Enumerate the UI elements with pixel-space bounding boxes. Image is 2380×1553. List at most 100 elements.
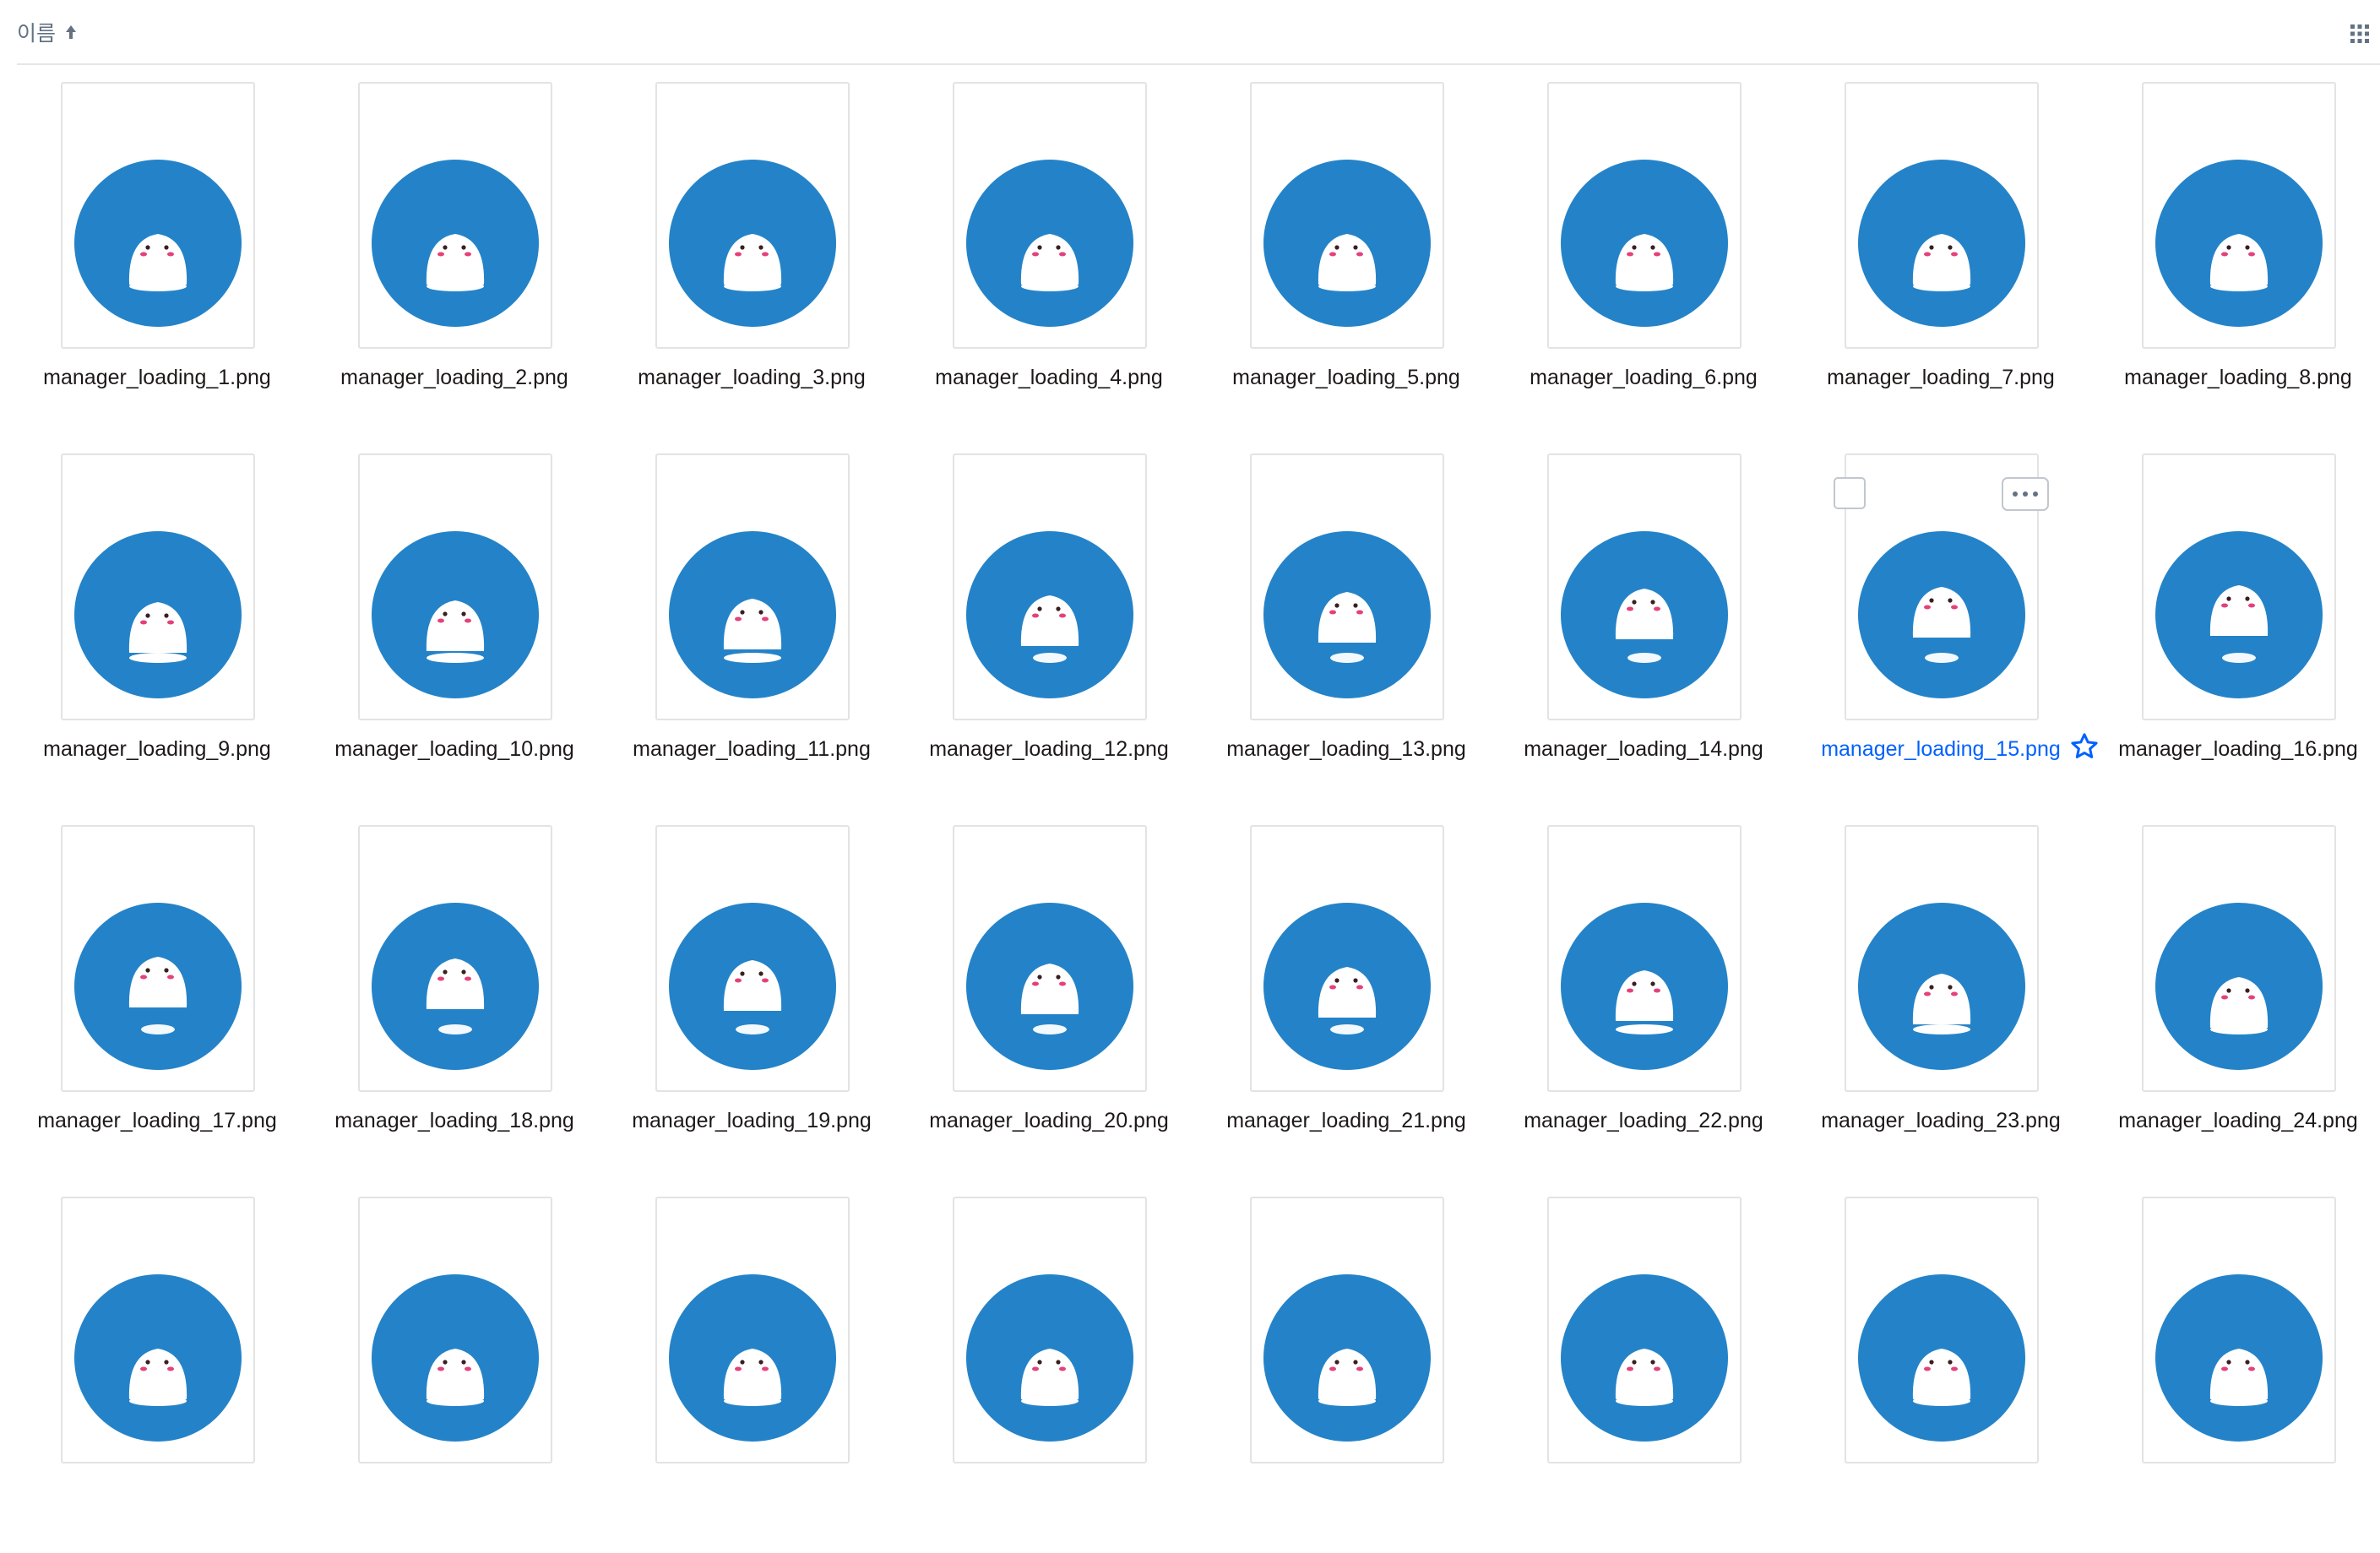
file-thumbnail[interactable] — [953, 825, 1147, 1092]
file-name[interactable]: manager_loading_2.png — [340, 366, 568, 389]
file-name[interactable]: manager_loading_18.png — [334, 1109, 574, 1132]
file-thumbnail[interactable] — [1250, 825, 1444, 1092]
file-thumbnail[interactable] — [2142, 1197, 2336, 1463]
mascot-thumbnail-icon — [372, 903, 539, 1070]
file-tile[interactable]: manager_loading_9.png — [0, 438, 297, 810]
file-name[interactable]: manager_loading_24.png — [2118, 1109, 2358, 1132]
sort-by-name-button[interactable]: 이름 — [17, 19, 78, 46]
file-name[interactable]: manager_loading_16.png — [2118, 737, 2358, 761]
file-tile[interactable]: manager_loading_4.png — [892, 67, 1189, 438]
file-thumbnail[interactable] — [2142, 82, 2336, 349]
file-tile[interactable]: manager_loading_10.png — [297, 438, 595, 810]
file-thumbnail[interactable] — [1250, 1197, 1444, 1463]
file-tile[interactable]: manager_loading_14.png — [1486, 438, 1784, 810]
file-tile[interactable] — [1784, 1181, 2081, 1553]
file-name[interactable]: manager_loading_1.png — [43, 366, 271, 389]
file-tile[interactable]: manager_loading_6.png — [1486, 67, 1784, 438]
file-name[interactable]: manager_loading_7.png — [1827, 366, 2055, 389]
file-name[interactable]: manager_loading_19.png — [632, 1109, 872, 1132]
file-tile[interactable]: manager_loading_23.png — [1784, 810, 2081, 1181]
file-thumbnail[interactable] — [61, 1197, 255, 1463]
file-tile[interactable]: manager_loading_19.png — [595, 810, 892, 1181]
file-thumbnail[interactable] — [1547, 82, 1742, 349]
file-tile[interactable]: manager_loading_1.png — [0, 67, 297, 438]
file-tile[interactable] — [1486, 1181, 1784, 1553]
file-name[interactable]: manager_loading_14.png — [1524, 737, 1763, 761]
file-thumbnail[interactable] — [61, 82, 255, 349]
mascot-thumbnail-icon — [74, 1274, 242, 1442]
file-thumbnail[interactable] — [1547, 825, 1742, 1092]
file-tile[interactable]: manager_loading_13.png — [1189, 438, 1486, 810]
file-tile[interactable] — [0, 1181, 297, 1553]
file-name[interactable]: manager_loading_23.png — [1821, 1109, 2061, 1132]
file-tile[interactable]: manager_loading_24.png — [2081, 810, 2378, 1181]
file-name[interactable]: manager_loading_22.png — [1524, 1109, 1763, 1132]
file-tile[interactable]: manager_loading_17.png — [0, 810, 297, 1181]
file-tile[interactable] — [2081, 1181, 2378, 1553]
file-name[interactable]: manager_loading_9.png — [43, 737, 271, 761]
file-name[interactable]: manager_loading_5.png — [1232, 366, 1460, 389]
file-name[interactable]: manager_loading_15.png — [1821, 737, 2061, 761]
file-name[interactable]: manager_loading_3.png — [638, 366, 866, 389]
mascot-thumbnail-icon — [2155, 160, 2323, 327]
file-thumbnail[interactable] — [655, 825, 850, 1092]
file-thumbnail[interactable] — [1845, 82, 2039, 349]
file-thumbnail[interactable] — [655, 1197, 850, 1463]
file-thumbnail[interactable] — [358, 825, 552, 1092]
file-name[interactable]: manager_loading_21.png — [1226, 1109, 1466, 1132]
file-tile[interactable]: manager_loading_8.png — [2081, 67, 2378, 438]
file-thumbnail[interactable] — [953, 1197, 1147, 1463]
file-thumbnail[interactable] — [1547, 453, 1742, 720]
file-tile[interactable]: manager_loading_2.png — [297, 67, 595, 438]
file-grid: manager_loading_1.png manager_loading_2.p… — [0, 67, 2380, 1468]
file-tile[interactable]: manager_loading_21.png — [1189, 810, 1486, 1181]
file-thumbnail[interactable] — [1547, 1197, 1742, 1463]
mascot-thumbnail-icon — [669, 531, 836, 698]
file-thumbnail[interactable] — [358, 1197, 552, 1463]
file-thumbnail[interactable] — [2142, 825, 2336, 1092]
file-thumbnail[interactable] — [2142, 453, 2336, 720]
file-name[interactable]: manager_loading_13.png — [1226, 737, 1466, 761]
mascot-thumbnail-icon — [966, 1274, 1133, 1442]
file-thumbnail[interactable] — [61, 453, 255, 720]
mascot-thumbnail-icon — [2155, 531, 2323, 698]
file-name[interactable]: manager_loading_20.png — [929, 1109, 1169, 1132]
file-tile[interactable] — [1189, 1181, 1486, 1553]
file-thumbnail[interactable] — [1250, 453, 1444, 720]
file-thumbnail[interactable] — [953, 82, 1147, 349]
file-thumbnail[interactable] — [953, 453, 1147, 720]
file-thumbnail[interactable] — [655, 82, 850, 349]
file-thumbnail[interactable] — [358, 82, 552, 349]
star-icon[interactable] — [2069, 731, 2100, 762]
file-name[interactable]: manager_loading_11.png — [633, 737, 871, 761]
file-name[interactable]: manager_loading_6.png — [1530, 366, 1758, 389]
file-thumbnail[interactable] — [1845, 1197, 2039, 1463]
file-name[interactable]: manager_loading_12.png — [929, 737, 1169, 761]
grid-view-icon[interactable] — [2350, 24, 2370, 44]
file-tile[interactable] — [892, 1181, 1189, 1553]
file-tile[interactable]: manager_loading_5.png — [1189, 67, 1486, 438]
file-thumbnail[interactable] — [1845, 825, 2039, 1092]
file-thumbnail[interactable] — [61, 825, 255, 1092]
file-tile[interactable]: manager_loading_3.png — [595, 67, 892, 438]
file-tile[interactable] — [595, 1181, 892, 1553]
file-tile[interactable]: manager_loading_22.png — [1486, 810, 1784, 1181]
select-checkbox[interactable] — [1834, 477, 1866, 509]
file-tile[interactable]: manager_loading_12.png — [892, 438, 1189, 810]
file-name[interactable]: manager_loading_8.png — [2124, 366, 2352, 389]
file-tile[interactable]: manager_loading_18.png — [297, 810, 595, 1181]
file-name[interactable]: manager_loading_4.png — [935, 366, 1163, 389]
file-thumbnail[interactable] — [358, 453, 552, 720]
file-tile[interactable]: manager_loading_7.png — [1784, 67, 2081, 438]
mascot-thumbnail-icon — [1858, 531, 2025, 698]
file-tile[interactable]: manager_loading_16.png — [2081, 438, 2378, 810]
more-options-button[interactable] — [2002, 477, 2049, 511]
file-thumbnail[interactable] — [1250, 82, 1444, 349]
file-tile[interactable]: manager_loading_20.png — [892, 810, 1189, 1181]
file-name[interactable]: manager_loading_10.png — [334, 737, 574, 761]
file-name[interactable]: manager_loading_17.png — [37, 1109, 277, 1132]
file-thumbnail[interactable] — [655, 453, 850, 720]
file-tile[interactable]: manager_loading_11.png — [595, 438, 892, 810]
mascot-thumbnail-icon — [1561, 531, 1728, 698]
file-tile[interactable] — [297, 1181, 595, 1553]
